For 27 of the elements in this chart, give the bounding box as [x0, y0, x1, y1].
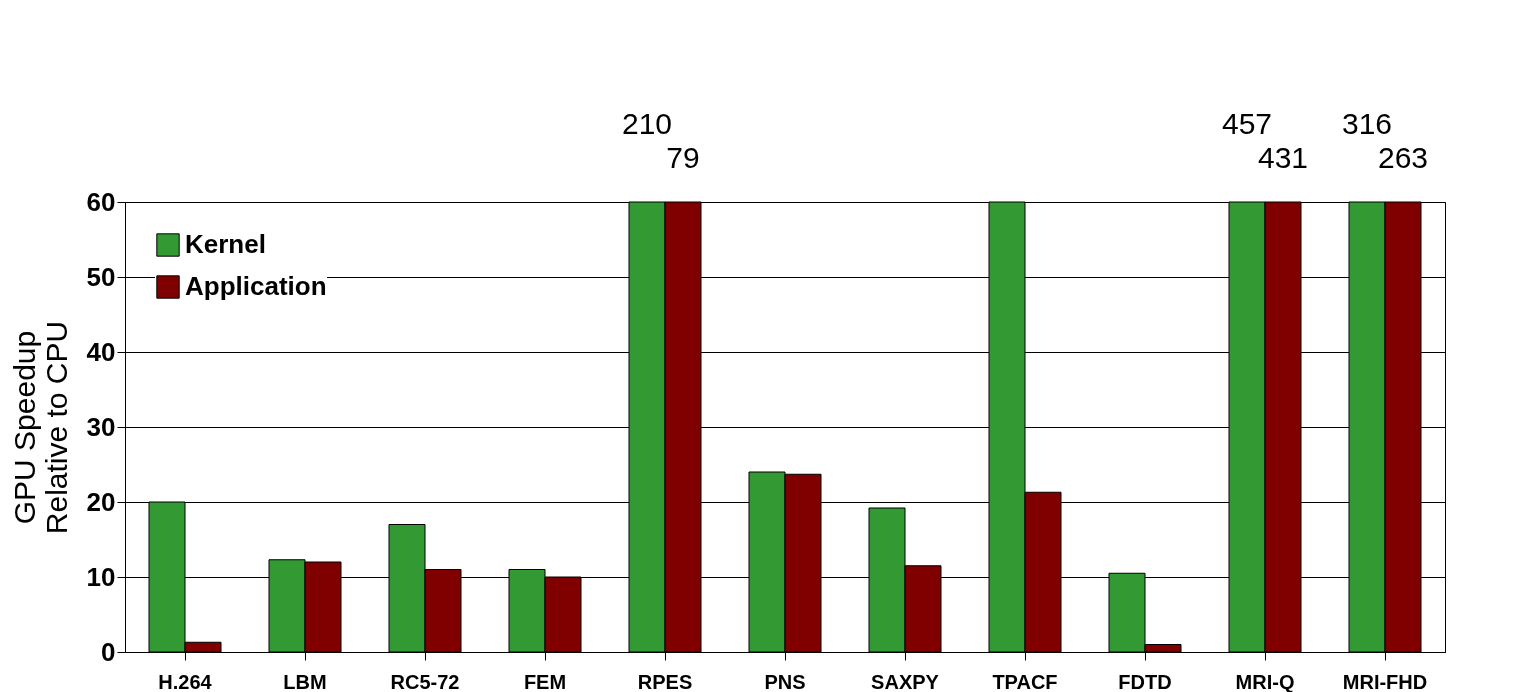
annotation: 210 — [621, 107, 673, 140]
y-tick-label: 10 — [86, 561, 116, 592]
y-tick-label: 60 — [86, 186, 116, 217]
x-tick-label: FDTD — [1118, 670, 1172, 692]
x-tick-label: MRI-FHD — [1342, 670, 1428, 692]
x-tick-label: LBM — [283, 670, 327, 692]
x-tick-label: MRI-Q — [1235, 670, 1295, 692]
x-tick-label: H.264 — [158, 670, 213, 692]
annotation: 316 — [1341, 107, 1393, 140]
legend-label: Application — [185, 271, 327, 301]
x-tick-label: TPACF — [992, 670, 1058, 692]
x-tick-label: RPES — [637, 670, 693, 692]
x-tick-label: SAXPY — [871, 670, 940, 692]
x-tick-label: PNS — [764, 670, 806, 692]
annotation: 431 — [1257, 141, 1309, 174]
y-tick-label: 0 — [101, 636, 116, 667]
x-tick-label: RC5-72 — [390, 670, 460, 692]
annotation: 457 — [1221, 107, 1273, 140]
annotation: 263 — [1377, 141, 1429, 174]
y-tick-label: 50 — [86, 261, 116, 292]
y-tick-label: 20 — [86, 486, 116, 517]
x-tick-label: FEM — [523, 670, 567, 692]
y-tick-label: 30 — [86, 411, 116, 442]
legend-label: Kernel — [185, 229, 266, 259]
y-axis-title: GPU Speedup Relative to CPU — [7, 320, 73, 535]
y-tick-label: 40 — [86, 336, 116, 367]
annotation: 79 — [666, 141, 700, 174]
